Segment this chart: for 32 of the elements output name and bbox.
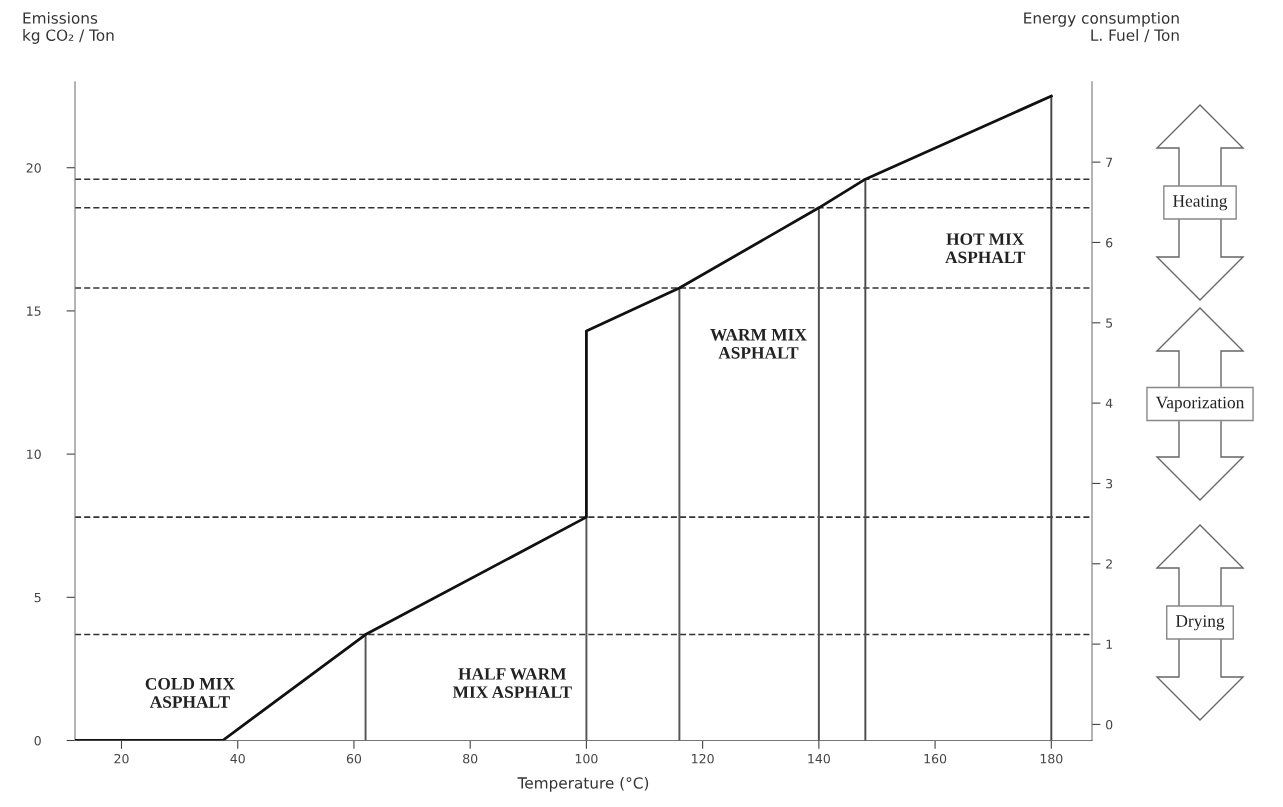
x-tick-label: 20 <box>114 753 129 764</box>
x-tick-label: 60 <box>346 753 362 764</box>
y2-tick-label: 1 <box>1106 639 1112 649</box>
text: Vaporization <box>1155 396 1245 412</box>
y-tick-label: 10 <box>27 449 41 460</box>
x-tick-label: 40 <box>230 753 245 764</box>
y2-tick-label: 6 <box>1106 237 1113 248</box>
y-tick-label: 5 <box>34 592 41 603</box>
y2-tick-label: 0 <box>1106 719 1113 730</box>
y-tick-label: 20 <box>26 163 41 173</box>
y2-tick-label: 4 <box>1105 398 1113 408</box>
x-tick-label: 80 <box>463 753 478 764</box>
y-tick-label: 0 <box>34 735 41 746</box>
annotation: WARM MIX ASPHALT <box>710 328 807 359</box>
annotation: HOT MIX ASPHALT <box>945 233 1026 264</box>
annotation: COLD MIX ASPHALT <box>145 677 235 708</box>
annotation: HALF WARM MIX ASPHALT <box>452 668 572 698</box>
x-tick-label: 120 <box>692 753 714 764</box>
x-axis-title: Temperature (°C) <box>517 776 649 792</box>
y2-tick-label: 2 <box>1106 559 1112 569</box>
text: Heating <box>1173 195 1228 211</box>
y2-axis-title: Energy consumption L. Fuel / Ton <box>1024 12 1179 43</box>
x-tick-label: 140 <box>808 753 830 764</box>
x-tick-label: 100 <box>575 753 598 764</box>
y2-tick-label: 5 <box>1106 318 1113 328</box>
y2-tick-label: 3 <box>1106 478 1113 489</box>
x-tick-label: 160 <box>924 753 947 764</box>
y-tick-label: 15 <box>27 306 41 316</box>
text: Drying <box>1175 615 1225 631</box>
y-axis-title: Emissions kg CO₂ / Ton <box>23 12 114 44</box>
y2-tick-label: 7 <box>1106 157 1113 167</box>
x-tick-label: 180 <box>1040 753 1063 764</box>
